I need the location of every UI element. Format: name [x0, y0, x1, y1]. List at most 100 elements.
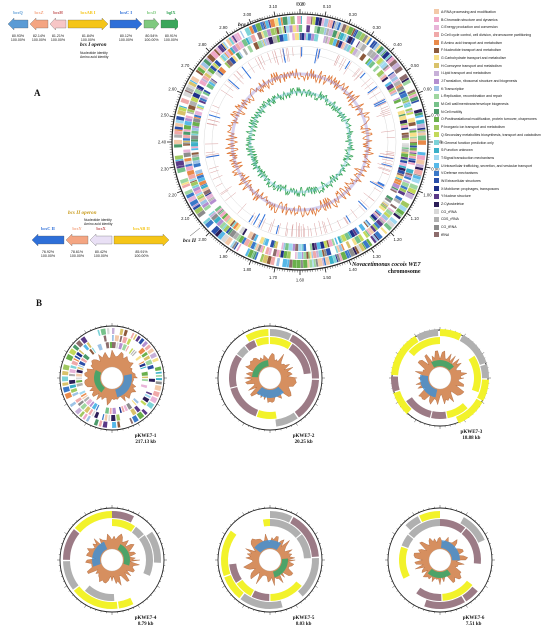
chromosome-gene-segment: [268, 247, 273, 256]
plasmid-name: pKWE7-2: [292, 434, 315, 439]
chromosome-tick: [351, 22, 353, 25]
chromosome-gene-segment: [299, 33, 301, 41]
plasmid-tick: [311, 590, 314, 592]
plasmid-tick: [221, 580, 223, 582]
chromosome-tick: [404, 215, 408, 217]
chromosome-tick: [379, 242, 381, 245]
chromosome-tick: [204, 53, 207, 56]
chromosome-gene-segment: [200, 61, 210, 70]
chromosome-tick: [183, 199, 187, 202]
chromosome-tick: [248, 18, 252, 24]
plasmid-tick: [242, 330, 245, 334]
chromosome-gene-segment: [400, 153, 409, 158]
plasmid-tick: [63, 356, 65, 358]
chromosome-tick: [200, 224, 203, 227]
chromosome-gene-segment: [233, 242, 239, 250]
chromosome-gene-segment: [401, 137, 409, 140]
chromosome-gene-segment: [393, 80, 402, 87]
legend-label: CG_tRNA: [441, 225, 457, 230]
cog-legend: A:RNA processing and modification B:Chrom…: [434, 8, 546, 239]
plasmid-gene-segment: [93, 418, 99, 426]
chromosome-gene-segment: [190, 75, 200, 84]
chromosome-gene-segment: [345, 240, 352, 249]
chromosome-gene-segment: [195, 191, 203, 197]
chromosome-gene-segment: [230, 36, 236, 44]
chromosome-gene-segment: [372, 234, 379, 242]
chromosome-gene-segment: [275, 27, 280, 35]
chromosome-rna-mark: [287, 47, 290, 62]
plasmid-tick: [311, 408, 314, 410]
chromosome-gene-segment: [310, 33, 315, 41]
plasmid-gene-segment: [128, 348, 134, 354]
legend-item: Q:Secondary metabolites biosynthesis, tr…: [434, 131, 546, 139]
chromosome-tick: [411, 78, 414, 80]
legend-label: F:Nucleotide transport and metabolism: [441, 48, 502, 53]
chromosome-tick: [424, 113, 428, 115]
chromosome-tick: [189, 212, 194, 217]
operon-top-gene-name-4: bcsC I: [119, 10, 133, 15]
chromosome-gene-segment: [297, 251, 302, 259]
chromosome-rna-mark: [257, 56, 265, 71]
chromosome-gene-segment: [221, 42, 228, 50]
plasmid-gene-segment: [393, 390, 412, 415]
chromosome-rna-mark: [323, 221, 328, 234]
chromosome-gene-segment: [228, 37, 235, 46]
chromosome-gene-segment: [382, 200, 390, 206]
chromosome-gene-segment: [366, 59, 373, 66]
plasmid-tick: [404, 520, 406, 522]
chromosome-gene-segment: [390, 203, 397, 210]
chromosome-tick: [401, 219, 405, 221]
chromosome-gene-segment: [197, 176, 206, 183]
plasmid-gene-segment: [109, 342, 112, 349]
chromosome-tick: [175, 103, 178, 106]
plasmid-tick: [222, 532, 226, 535]
operon-top-gene-arrow-6: [160, 17, 178, 31]
plasmid-size: 8.03 kb: [295, 622, 312, 627]
chromosome-gene-segment: [294, 33, 299, 41]
chromosome-gene-segment: [233, 33, 241, 42]
chromosome-gene-segment: [361, 242, 367, 250]
chromosome-tick: [219, 39, 221, 42]
chromosome-gene-segment: [173, 139, 183, 145]
chromosome-tick: [334, 265, 336, 268]
chromosome-tick: [392, 51, 395, 54]
chromosome-rna-mark: [220, 89, 234, 99]
chromosome-gene-segment: [336, 245, 341, 253]
plasmid-tick: [238, 601, 240, 604]
chromosome-gene-segment: [408, 159, 416, 163]
chromosome-gene-segment: [378, 217, 385, 224]
chromosome-gene-segment: [365, 238, 373, 247]
chromosome-gene-segment: [196, 107, 204, 111]
chromosome-gene-segment: [303, 251, 307, 259]
plasmid-gc-skew-negative: [431, 360, 454, 371]
chromosome-tick: [339, 17, 341, 21]
plasmid-center: [100, 548, 124, 572]
plasmid-name: pKWE7-3: [460, 430, 483, 435]
chromosome-rna-mark: [379, 110, 390, 114]
chromosome-gene-segment: [361, 34, 369, 43]
chromosome-gene-segment: [394, 65, 403, 74]
gc-skew-track: [245, 87, 355, 198]
chromosome-gene-segment: [178, 106, 187, 112]
chromosome-gene-segment: [415, 114, 424, 119]
plasmid-tick: [295, 512, 298, 516]
plasmid-gene-segment: [477, 379, 489, 401]
chromosome-tick: [423, 176, 426, 178]
chromosome-tick: [257, 18, 259, 22]
chromosome-gene-segment: [238, 51, 244, 58]
chromosome-gene-segment: [334, 245, 339, 254]
plasmid-gene-segment: [256, 410, 277, 419]
chromosome-gene-segment: [211, 225, 220, 235]
chromosome-rna-mark: [377, 163, 392, 168]
chromosome-tick: [364, 252, 367, 255]
plasmid-gene-segment: [140, 384, 148, 389]
chromosome-gene-segment: [224, 236, 233, 246]
chromosome-rna-mark: [206, 122, 218, 126]
chromosome-gene-segment: [186, 111, 194, 115]
chromosome-tick: [205, 230, 208, 233]
plasmid-tick: [72, 412, 74, 414]
chromosome-gene-segment: [198, 79, 207, 87]
plasmid-tick: [392, 532, 396, 535]
chromosome-gene-segment: [309, 259, 313, 268]
